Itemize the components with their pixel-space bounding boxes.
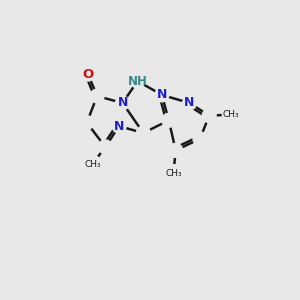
Text: CH₃: CH₃ [165,169,182,178]
Circle shape [84,155,101,173]
Text: N: N [117,97,128,110]
Text: N: N [184,97,195,110]
Circle shape [193,132,207,146]
Text: N: N [114,120,124,133]
Text: O: O [82,68,94,81]
Circle shape [98,140,112,154]
Circle shape [222,106,240,123]
Circle shape [169,143,183,157]
Circle shape [80,116,94,130]
Circle shape [90,89,104,103]
Circle shape [202,109,216,123]
Text: NH: NH [128,74,148,88]
Text: CH₃: CH₃ [223,110,239,119]
Circle shape [183,96,196,110]
Circle shape [165,165,182,182]
Text: CH₃: CH₃ [84,160,101,169]
Circle shape [116,96,130,110]
Circle shape [136,126,150,140]
Circle shape [81,67,95,81]
Text: N: N [157,88,167,101]
Circle shape [155,88,169,102]
Circle shape [112,119,126,133]
Circle shape [130,74,145,88]
Circle shape [162,113,176,127]
